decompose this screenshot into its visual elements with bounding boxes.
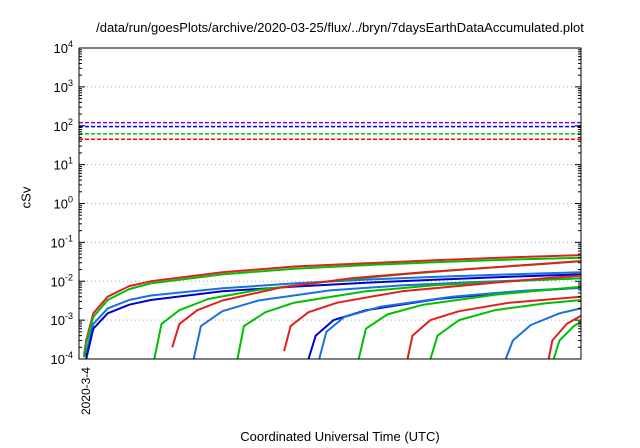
y-tick-label: 101 [54, 156, 73, 173]
y-tick-label: 100 [54, 195, 73, 212]
y-tick-label: 104 [54, 39, 73, 56]
y-tick-label: 103 [54, 78, 73, 95]
series-line [84, 271, 582, 357]
series-line [552, 321, 582, 360]
series-group [83, 254, 582, 360]
series-line [171, 260, 582, 348]
series-line [83, 256, 582, 358]
x-tick-label: 2020-3-4 [79, 367, 93, 415]
x-axis-label: Coordinated Universal Time (UTC) [240, 429, 440, 444]
series-line [547, 314, 582, 360]
x-axis-ticks: 2020-3-4 [79, 353, 93, 415]
series-line [85, 273, 582, 360]
threshold-lines [79, 121, 581, 140]
y-tick-label: 10-1 [51, 233, 73, 250]
y-axis-ticks: 104 103 102 101 100 10-1 10-2 10-3 10-4 [51, 39, 581, 367]
series-line [318, 286, 582, 360]
y-tick-label: 10-2 [51, 272, 73, 289]
y-tick-label: 10-4 [51, 350, 73, 367]
series-line [357, 285, 582, 360]
plot-frame [78, 47, 582, 360]
series-line [429, 299, 582, 360]
y-tick-label: 10-3 [51, 311, 73, 328]
y-tick-label: 102 [54, 117, 73, 134]
chart-title: /data/run/goesPlots/archive/2020-03-25/f… [96, 20, 584, 35]
series-line [406, 295, 582, 360]
series-line [504, 307, 582, 360]
series-line [283, 274, 582, 352]
